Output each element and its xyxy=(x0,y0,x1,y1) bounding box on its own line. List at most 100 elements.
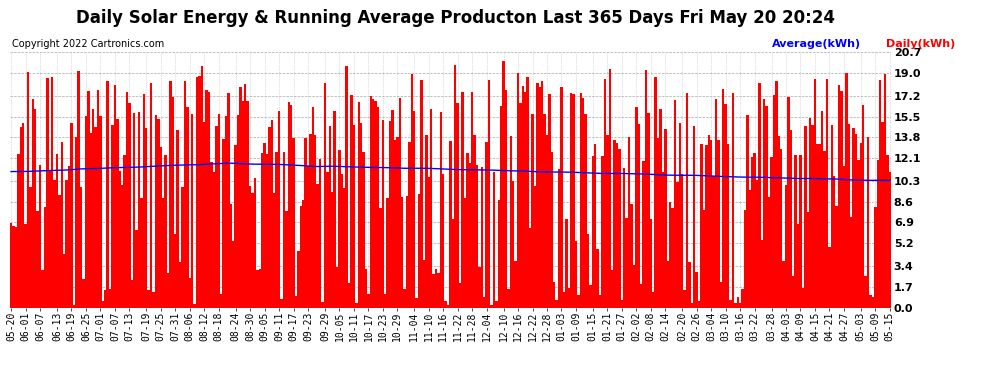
Bar xyxy=(647,113,649,308)
Bar xyxy=(498,200,500,308)
Bar xyxy=(876,160,879,308)
Bar xyxy=(631,204,633,308)
Bar xyxy=(326,172,329,308)
Bar xyxy=(833,176,836,308)
Bar xyxy=(297,251,300,308)
Bar xyxy=(352,125,355,308)
Bar xyxy=(550,152,553,308)
Bar xyxy=(584,114,587,308)
Bar xyxy=(782,261,785,308)
Bar xyxy=(722,89,725,308)
Bar xyxy=(816,144,819,308)
Bar xyxy=(534,186,537,308)
Bar xyxy=(237,115,240,308)
Bar xyxy=(671,208,674,308)
Bar xyxy=(22,123,25,308)
Bar xyxy=(777,135,780,308)
Bar xyxy=(478,267,480,308)
Bar xyxy=(461,92,463,308)
Bar xyxy=(47,78,49,308)
Bar xyxy=(32,99,34,308)
Bar xyxy=(82,279,85,308)
Bar xyxy=(430,109,433,307)
Bar xyxy=(842,166,845,308)
Bar xyxy=(314,135,317,308)
Bar xyxy=(544,114,545,308)
Bar xyxy=(792,276,794,308)
Bar xyxy=(319,159,322,308)
Bar xyxy=(565,219,567,308)
Bar xyxy=(70,123,72,308)
Bar xyxy=(582,98,584,308)
Bar xyxy=(322,302,324,307)
Bar xyxy=(500,106,502,308)
Bar xyxy=(203,122,206,308)
Bar xyxy=(678,123,681,308)
Bar xyxy=(545,135,548,308)
Bar xyxy=(240,87,242,308)
Bar xyxy=(60,142,63,308)
Bar xyxy=(331,192,334,308)
Bar xyxy=(529,228,532,308)
Bar xyxy=(339,150,341,308)
Bar xyxy=(270,120,273,308)
Bar xyxy=(681,174,683,308)
Bar xyxy=(55,154,58,308)
Bar xyxy=(768,197,770,308)
Bar xyxy=(765,106,768,308)
Bar xyxy=(157,119,159,308)
Bar xyxy=(715,99,717,308)
Bar xyxy=(403,290,406,308)
Bar xyxy=(742,290,743,308)
Bar xyxy=(522,86,524,308)
Bar xyxy=(799,155,802,308)
Bar xyxy=(423,260,425,308)
Bar xyxy=(683,290,686,308)
Bar xyxy=(884,74,886,308)
Bar xyxy=(838,85,841,308)
Bar xyxy=(686,93,688,308)
Bar xyxy=(618,149,621,308)
Bar xyxy=(594,144,597,308)
Bar xyxy=(235,144,237,308)
Bar xyxy=(577,295,579,307)
Bar xyxy=(841,90,842,308)
Bar xyxy=(664,129,666,308)
Bar xyxy=(589,285,592,308)
Bar xyxy=(179,262,181,308)
Bar xyxy=(829,248,831,308)
Bar xyxy=(72,305,75,308)
Bar xyxy=(159,147,162,308)
Bar xyxy=(317,184,319,308)
Bar xyxy=(555,300,558,307)
Bar xyxy=(713,176,715,308)
Bar xyxy=(280,299,283,307)
Bar xyxy=(50,77,53,308)
Bar xyxy=(350,95,352,308)
Bar xyxy=(362,152,364,308)
Bar xyxy=(649,219,652,308)
Bar xyxy=(396,136,399,308)
Bar xyxy=(208,92,210,308)
Bar xyxy=(418,194,421,308)
Bar xyxy=(730,300,732,307)
Bar xyxy=(215,126,218,308)
Bar xyxy=(247,101,248,308)
Bar xyxy=(191,114,193,308)
Bar xyxy=(748,190,751,308)
Bar xyxy=(601,156,604,308)
Bar xyxy=(616,143,618,308)
Bar xyxy=(248,186,251,308)
Bar xyxy=(169,81,171,308)
Bar xyxy=(176,130,179,308)
Bar xyxy=(30,187,32,308)
Bar xyxy=(399,98,401,308)
Bar xyxy=(539,87,541,308)
Bar xyxy=(44,207,47,308)
Bar xyxy=(261,153,263,308)
Bar xyxy=(512,181,515,308)
Bar xyxy=(94,127,97,308)
Bar xyxy=(669,202,671,308)
Bar xyxy=(109,290,111,308)
Bar xyxy=(220,294,223,307)
